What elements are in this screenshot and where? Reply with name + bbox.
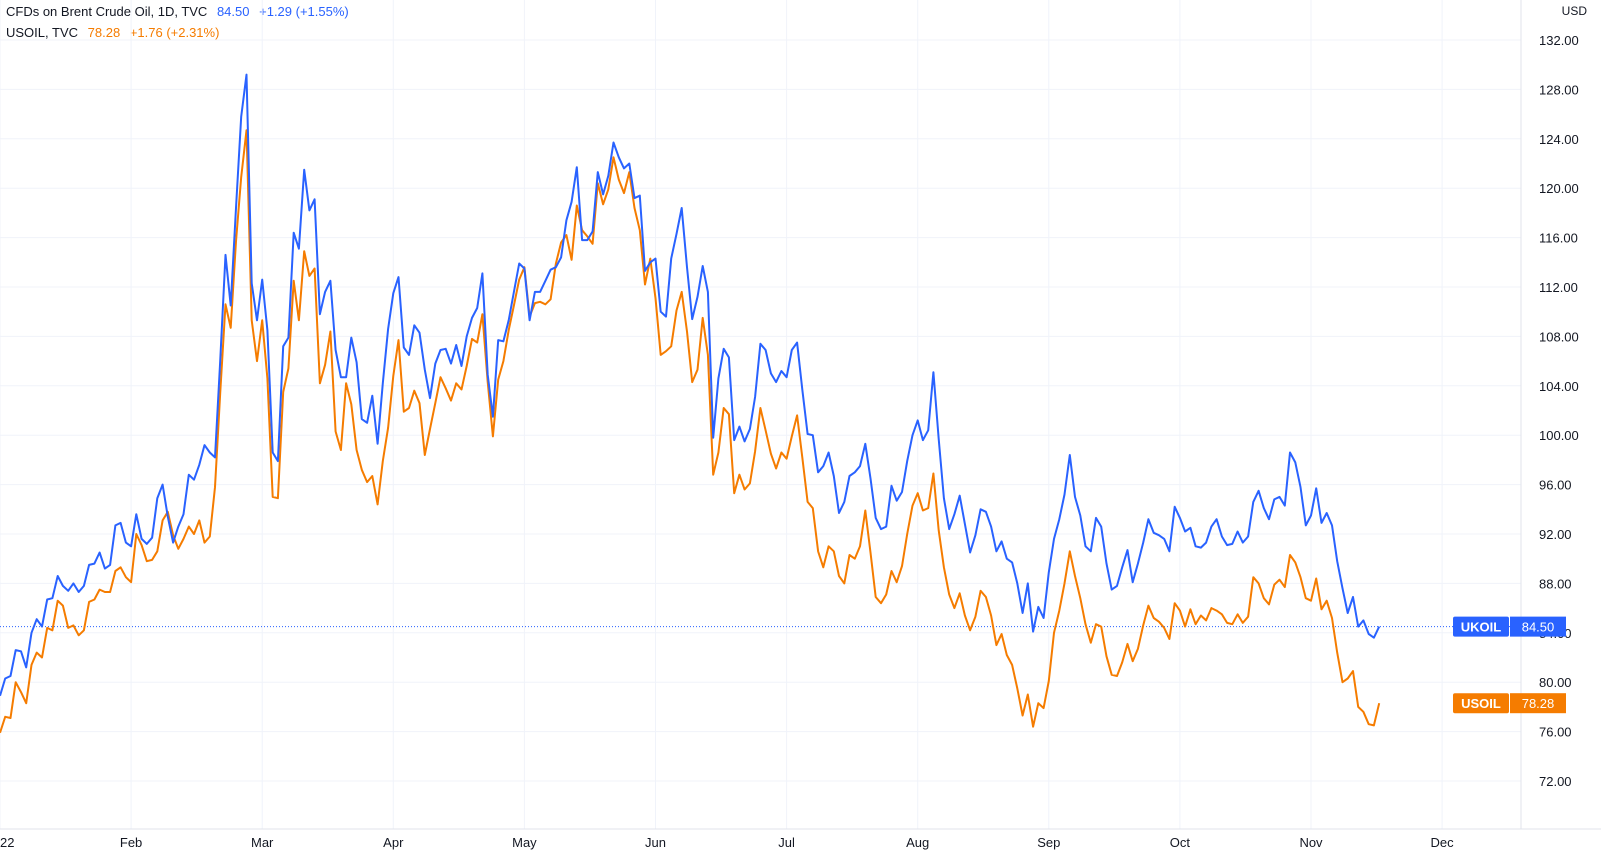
price-badge-ukoil: UKOIL 84.50 [1453,616,1566,637]
y-tick-label: 80.00 [1539,675,1572,690]
badge-symbol-label: UKOIL [1461,620,1502,635]
x-tick-label: Apr [383,835,404,850]
y-tick-label: 112.00 [1539,280,1578,295]
x-tick-label: May [512,835,537,850]
x-tick-label: Nov [1299,835,1323,850]
y-tick-label: 128.00 [1539,82,1579,97]
x-tick-label: Dec [1431,835,1455,850]
badge-price-bg [1510,693,1566,714]
y-tick-label: 116.00 [1539,231,1578,246]
y-tick-label: 100.00 [1539,428,1579,443]
y-tick-label: 92.00 [1539,527,1572,542]
badge-price-label: 78.28 [1522,696,1555,711]
x-tick-label: Mar [251,835,274,850]
badge-price-bg [1510,616,1566,637]
x-tick-label: 22 [0,835,14,850]
x-tick-label: Sep [1037,835,1060,850]
currency-label: USD [1561,4,1587,18]
legend-usoil-last: 78.28 [87,25,121,40]
series-line-ukoil [0,73,1381,697]
x-tick-label: Oct [1170,835,1191,850]
legend-ukoil-change: +1.29 (+1.55%) [259,4,349,19]
badge-price-label: 84.50 [1522,620,1555,635]
legend-usoil[interactable]: USOIL, TVC 78.28 +1.76 (+2.31%) [6,24,219,42]
y-tick-label: 108.00 [1539,329,1579,344]
x-tick-label: Jul [778,835,795,850]
x-tick-label: Jun [645,835,666,850]
legend-ukoil[interactable]: CFDs on Brent Crude Oil, 1D, TVC 84.50 +… [6,3,349,21]
legend-usoil-change: +1.76 (+2.31%) [129,25,220,40]
price-badge-usoil: USOIL 78.28 [1453,693,1566,714]
badge-symbol-bg [1453,616,1509,637]
x-tick-label: Feb [120,835,142,850]
legend-ukoil-last: 84.50 [216,4,250,19]
y-tick-label: 124.00 [1539,132,1579,147]
x-tick-label: Aug [906,835,929,850]
legend-usoil-title: USOIL, TVC [6,25,79,40]
legend-ukoil-title: CFDs on Brent Crude Oil, 1D, TVC [6,4,208,19]
y-tick-label: 96.00 [1539,478,1572,493]
y-tick-label: 120.00 [1539,181,1579,196]
badge-symbol-label: USOIL [1461,696,1501,711]
y-tick-label: 88.00 [1539,576,1572,591]
badge-symbol-bg [1453,693,1509,714]
y-tick-label: 76.00 [1539,725,1572,740]
series-line-usoil [0,129,1381,734]
y-tick-label: 104.00 [1539,379,1579,394]
y-tick-label: 72.00 [1539,774,1572,789]
y-tick-label: 132.00 [1539,33,1579,48]
